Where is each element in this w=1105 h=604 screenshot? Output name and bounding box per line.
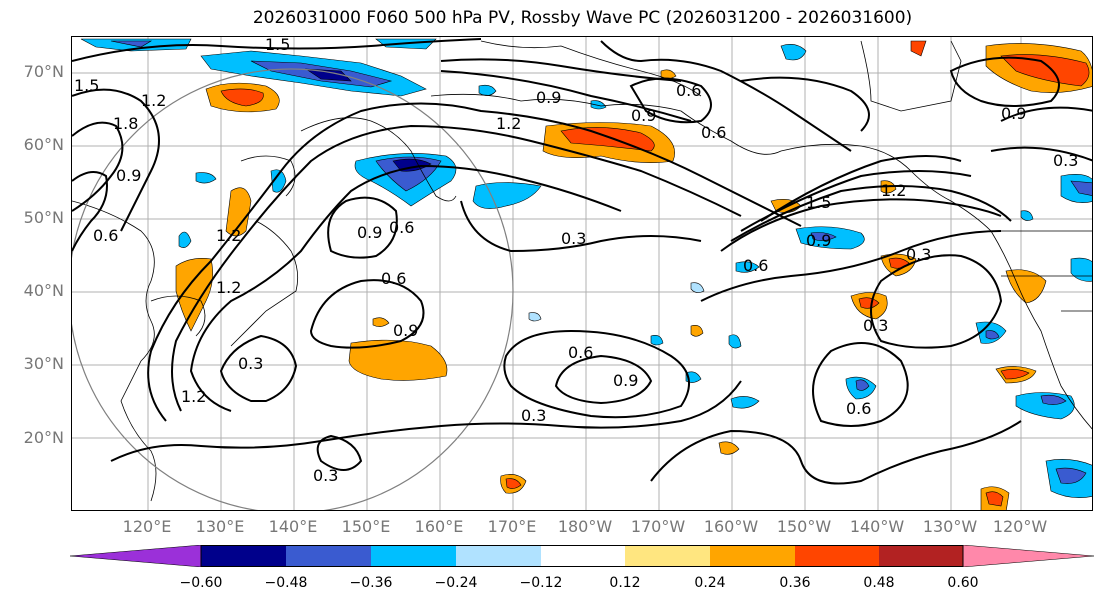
lon-label-120w: 120°W (992, 517, 1048, 536)
contour-label: 0.6 (846, 399, 871, 418)
contour-label: 0.6 (676, 81, 701, 100)
lon-label-170w: 170°W (630, 517, 686, 536)
lon-label-120e: 120°E (122, 517, 172, 536)
colorbar (69, 544, 1095, 568)
colorbar-segment (879, 545, 963, 567)
colorbar-segment (371, 545, 456, 567)
lon-label-160w: 160°W (703, 517, 759, 536)
colorbar-segment (456, 545, 541, 567)
map-panel: 1.5 1.5 1.2 1.8 0.9 0.6 0.9 0.9 0.6 1.2 … (71, 36, 1093, 511)
lon-label-150e: 150°E (341, 517, 391, 536)
colorbar-segment (625, 545, 710, 567)
colorbar-tick: 0.24 (694, 575, 726, 591)
colorbar-tick: −0.12 (519, 575, 563, 591)
contour-label: 1.2 (181, 387, 206, 406)
colorbar-tick: −0.36 (349, 575, 393, 591)
contour-label: 0.9 (631, 106, 656, 125)
lat-label-30n: 30°N (23, 354, 64, 373)
contour-label: 0.6 (381, 269, 406, 288)
colorbar-segment (541, 545, 625, 567)
colorbar-segment (69, 544, 202, 568)
contour-label: 0.9 (393, 321, 418, 340)
contour-labels: 1.5 1.5 1.2 1.8 0.9 0.6 0.9 0.9 0.6 1.2 … (74, 37, 1078, 485)
contour-label: 0.6 (93, 226, 118, 245)
contour-label: 0.9 (613, 371, 638, 390)
contour-label: 0.3 (1053, 151, 1078, 170)
contour-label: 1.5 (265, 37, 290, 54)
contour-label: 0.9 (357, 223, 382, 242)
colorbar-segment (962, 544, 1095, 568)
contour-label: 1.5 (74, 76, 99, 95)
lon-label-170e: 170°E (487, 517, 537, 536)
contour-label: 0.6 (389, 218, 414, 237)
pv-contours (72, 38, 1092, 485)
lat-label-40n: 40°N (23, 281, 64, 300)
colorbar-tick: 0.12 (609, 575, 641, 591)
lon-label-130w: 130°W (922, 517, 978, 536)
contour-label: 0.6 (701, 123, 726, 142)
colorbar-segment (795, 545, 879, 567)
lon-label-130e: 130°E (195, 517, 245, 536)
contour-label: 0.3 (238, 354, 263, 373)
colorbar-outline (200, 545, 964, 567)
lat-label-50n: 50°N (23, 208, 64, 227)
contour-label: 0.3 (313, 466, 338, 485)
pv-anomaly-fills (80, 38, 1092, 510)
contour-label: 0.6 (743, 256, 768, 275)
lon-label-180w: 180°W (557, 517, 613, 536)
lon-label-140e: 140°E (268, 517, 318, 536)
graticule (72, 37, 1092, 510)
contour-label: 0.9 (116, 166, 141, 185)
colorbar-segment (710, 545, 795, 567)
lon-label-150w: 150°W (776, 517, 832, 536)
contour-label: 0.9 (806, 231, 831, 250)
contour-label: 0.6 (568, 343, 593, 362)
contour-label: 1.2 (496, 114, 521, 133)
contour-label: 1.2 (141, 91, 166, 110)
colorbar-tick: 0.60 (947, 575, 979, 591)
contour-label: 1.2 (881, 181, 906, 200)
contour-label: 0.3 (906, 245, 931, 264)
contour-label: 1.5 (806, 193, 831, 212)
contour-label: 1.2 (216, 278, 241, 297)
lat-label-20n: 20°N (23, 428, 64, 447)
colorbar-segment (201, 545, 286, 567)
colorbar-tick: 0.36 (779, 575, 811, 591)
contour-label: 0.9 (1001, 104, 1026, 123)
contour-label: 1.2 (216, 226, 241, 245)
contour-label: 0.3 (863, 316, 888, 335)
colorbar-tick: −0.60 (179, 575, 223, 591)
lat-label-70n: 70°N (23, 62, 64, 81)
contour-label: 1.8 (113, 114, 138, 133)
colorbar-tick: −0.24 (434, 575, 478, 591)
pv-map-svg: 1.5 1.5 1.2 1.8 0.9 0.6 0.9 0.9 0.6 1.2 … (72, 37, 1092, 510)
contour-label: 0.9 (536, 88, 561, 107)
colorbar-segment (286, 545, 371, 567)
range-circle (72, 68, 514, 510)
contour-label: 0.3 (521, 406, 546, 425)
colorbar-tick: −0.48 (264, 575, 308, 591)
lon-label-140w: 140°W (849, 517, 905, 536)
lat-label-60n: 60°N (23, 135, 64, 154)
figure-title: 2026031000 F060 500 hPa PV, Rossby Wave … (252, 8, 913, 28)
contour-label: 0.3 (561, 229, 586, 248)
colorbar-tick: 0.48 (863, 575, 895, 591)
lon-label-160e: 160°E (414, 517, 464, 536)
